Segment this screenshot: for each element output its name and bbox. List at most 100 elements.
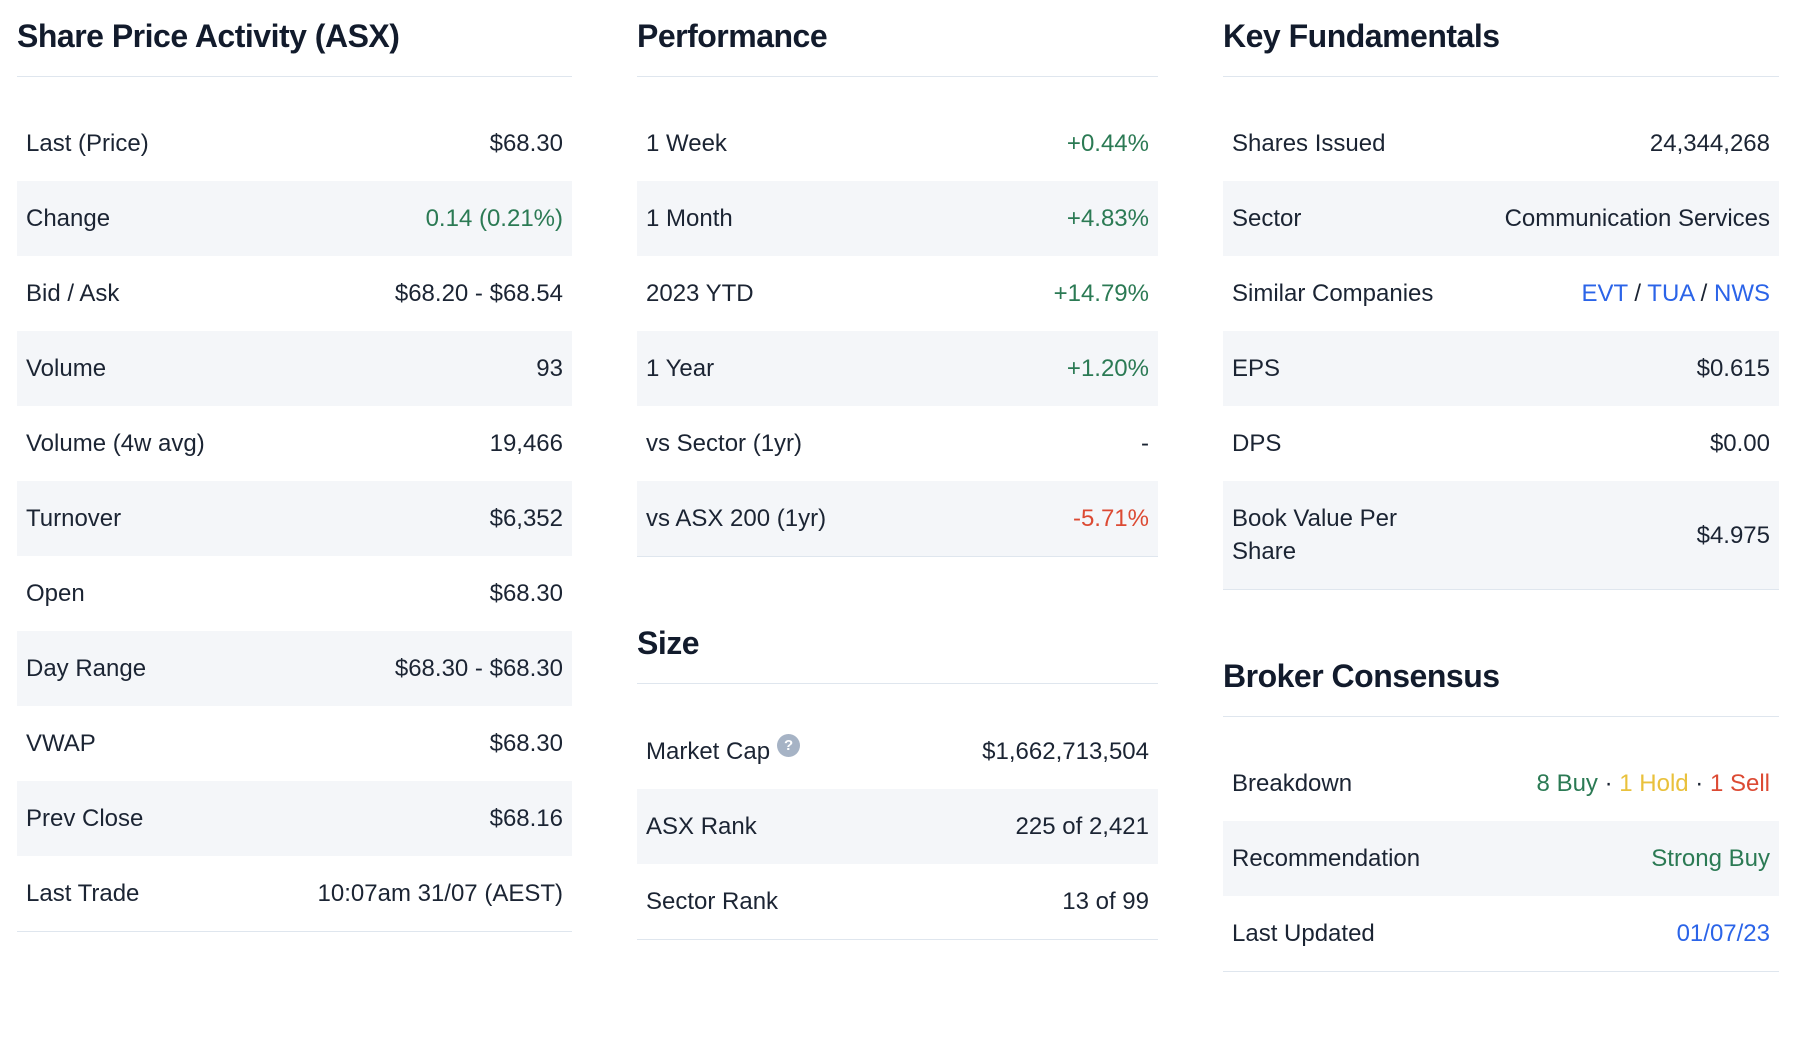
row-label: Similar Companies (1232, 280, 1434, 307)
row-2023-ytd: 2023 YTD +14.79% (637, 256, 1158, 331)
row-value: 10:07am 31/07 (AEST) (317, 880, 563, 907)
row-last-updated: Last Updated 01/07/23 (1223, 896, 1779, 971)
row-value: $0.00 (1709, 430, 1770, 457)
section-title-performance: Performance (637, 18, 828, 54)
row-value: +0.44% (1066, 130, 1149, 157)
row-vs-asx-200-1yr: vs ASX 200 (1yr) -5.71% (637, 481, 1158, 556)
row-value: 01/07/23 (1677, 917, 1770, 950)
row-value: 225 of 2,421 (1015, 813, 1149, 840)
row-1-month: 1 Month +4.83% (637, 181, 1158, 256)
row-value: $68.30 - $68.30 (394, 655, 563, 682)
section-title-key-fundamentals: Key Fundamentals (1223, 18, 1500, 54)
row-label: Last Trade (26, 880, 140, 907)
row-label: vs Sector (1yr) (646, 430, 803, 457)
row-label: Turnover (26, 505, 122, 532)
row-value: $68.30 (489, 130, 563, 157)
breakdown-1-sell: 1 Sell (1709, 770, 1770, 797)
column-fundamentals-consensus: Key Fundamentals Shares Issued 24,344,268… (1223, 14, 1779, 972)
help-icon[interactable]: ? (777, 734, 801, 757)
section-share-price-activity: Share Price Activity (ASX) Last (Price) $… (17, 14, 572, 932)
row-book-value-per-share: Book Value Per Share $4.975 (1223, 481, 1779, 589)
section-key-fundamentals: Key Fundamentals Shares Issued 24,344,268… (1223, 14, 1779, 590)
row-label: Sector Rank (646, 888, 779, 915)
section-divider (637, 683, 1158, 684)
row-sector-rank: Sector Rank 13 of 99 (637, 864, 1158, 939)
row-value: 93 (536, 355, 563, 382)
section-title-broker-consensus: Broker Consensus (1223, 658, 1500, 694)
row-value: 24,344,268 (1649, 130, 1770, 157)
row-label: Open (26, 580, 85, 607)
row-label: Change (26, 205, 111, 232)
row-value: 0.14 (0.21%) (425, 205, 563, 232)
row-1-year: 1 Year +1.20% (637, 331, 1158, 406)
row-sector: Sector Communication Services (1223, 181, 1779, 256)
broker-consensus-table: Breakdown 8 Buy · 1 Hold · 1 Sell Recommen… (1223, 746, 1779, 972)
breakdown-1-hold: 1 Hold (1619, 770, 1689, 797)
row-value: Strong Buy (1651, 845, 1770, 872)
row-value: $1,662,713,504 (982, 737, 1149, 765)
row-label: vs ASX 200 (1yr) (646, 505, 827, 532)
row-value: EVT / TUA / NWS (1581, 277, 1770, 310)
section-title-share-price-activity: Share Price Activity (ASX) (17, 18, 400, 54)
row-1-week: 1 Week +0.44% (637, 106, 1158, 181)
row-label: Last Updated (1232, 920, 1375, 947)
row-vs-sector-1yr: vs Sector (1yr) - (637, 406, 1158, 481)
section-divider (1223, 716, 1779, 717)
row-value: +4.83% (1066, 205, 1149, 232)
nws-link[interactable]: NWS (1714, 280, 1770, 307)
row-label: Sector (1232, 205, 1302, 232)
row-value: $68.30 (489, 730, 563, 757)
row-dps: DPS $0.00 (1223, 406, 1779, 481)
row-last-price: Last (Price) $68.30 (17, 106, 572, 181)
evt-link[interactable]: EVT (1581, 280, 1628, 307)
row-label: 1 Week (646, 130, 727, 157)
row-vwap: VWAP $68.30 (17, 706, 572, 781)
section-broker-consensus: Broker Consensus Breakdown 8 Buy · 1 Hold… (1223, 654, 1779, 972)
row-label: Bid / Ask (26, 280, 120, 307)
value-separator: · (1597, 770, 1620, 797)
row-turnover: Turnover $6,352 (17, 481, 572, 556)
performance-table: 1 Week +0.44% 1 Month +4.83% 2023 YTD +14.79%… (637, 106, 1158, 557)
value-separator: · (1688, 770, 1710, 797)
row-label: 2023 YTD (646, 280, 754, 307)
row-label: Volume (26, 355, 107, 382)
row-bid-ask: Bid / Ask $68.20 - $68.54 (17, 256, 572, 331)
row-value: $68.30 (489, 580, 563, 607)
row-value: $0.615 (1696, 355, 1770, 382)
tua-link[interactable]: TUA (1647, 280, 1694, 307)
row-label: ASX Rank (646, 813, 757, 840)
row-value: $6,352 (489, 505, 563, 532)
row-label: Book Value Per Share (1232, 505, 1397, 565)
row-value: +14.79% (1053, 280, 1149, 307)
size-table: Market Cap? $1,662,713,504 ASX Rank 225 of … (637, 713, 1158, 940)
key-fundamentals-table: Shares Issued 24,344,268 Sector Communicati… (1223, 106, 1779, 590)
section-divider (1223, 76, 1779, 77)
row-label: Prev Close (26, 805, 144, 832)
section-performance: Performance 1 Week +0.44% 1 Month +4.83% 202… (637, 14, 1158, 557)
row-change: Change 0.14 (0.21%) (17, 181, 572, 256)
row-label: Last (Price) (26, 130, 149, 157)
row-open: Open $68.30 (17, 556, 572, 631)
value-separator: / (1627, 280, 1648, 307)
row-label: Volume (4w avg) (26, 430, 205, 457)
row-label: EPS (1232, 355, 1281, 382)
row-label: Recommendation (1232, 845, 1421, 872)
row-market-cap: Market Cap? $1,662,713,504 (637, 713, 1158, 789)
row-volume: Volume 93 (17, 331, 572, 406)
row-label: Shares Issued (1232, 130, 1386, 157)
row-value: $4.975 (1696, 521, 1770, 549)
row-label: Breakdown (1232, 770, 1353, 797)
row-day-range: Day Range $68.30 - $68.30 (17, 631, 572, 706)
row-value: $68.20 - $68.54 (394, 280, 563, 307)
row-label: Market Cap? (646, 734, 801, 768)
row-asx-rank: ASX Rank 225 of 2,421 (637, 789, 1158, 864)
section-divider (17, 76, 572, 77)
row-label: Day Range (26, 655, 147, 682)
row-last-trade: Last Trade 10:07am 31/07 (AEST) (17, 856, 572, 931)
section-divider (637, 76, 1158, 77)
row-value: Communication Services (1504, 205, 1770, 232)
row-value: $68.16 (489, 805, 563, 832)
column-performance-size: Performance 1 Week +0.44% 1 Month +4.83% 202… (637, 14, 1158, 972)
last-updated-link[interactable]: 01/07/23 (1676, 920, 1770, 947)
row-shares-issued: Shares Issued 24,344,268 (1223, 106, 1779, 181)
